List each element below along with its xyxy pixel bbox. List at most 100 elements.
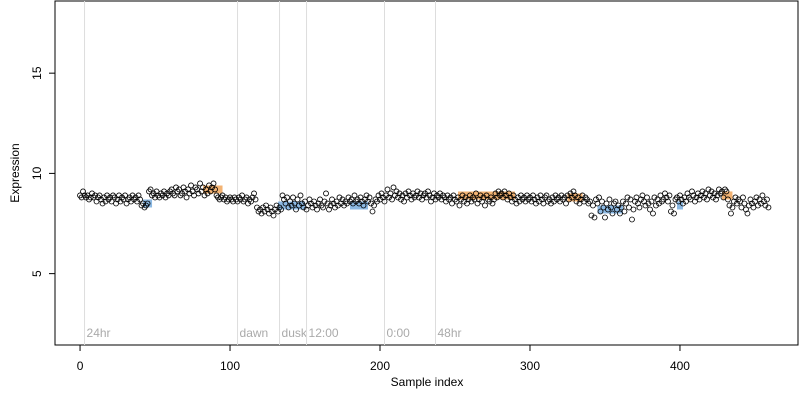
data-point (297, 192, 304, 199)
data-point (315, 200, 322, 207)
data-point (423, 194, 430, 201)
data-point (665, 198, 671, 205)
data-point (605, 206, 611, 213)
data-point (371, 202, 377, 209)
data-point (369, 208, 376, 215)
data-point (254, 204, 260, 211)
y-axis-label: Expression (8, 143, 22, 202)
data-point (344, 200, 350, 207)
data-point (437, 190, 443, 197)
data-point (374, 198, 380, 205)
data-point (548, 200, 554, 207)
annotation-label: dusk (282, 326, 308, 340)
data-point (753, 194, 760, 201)
data-point (341, 202, 347, 209)
data-point (602, 214, 608, 221)
data-point (116, 192, 122, 199)
data-point (759, 192, 766, 199)
data-point (663, 194, 670, 201)
data-point (572, 192, 578, 199)
data-point (324, 200, 331, 207)
data-point (680, 200, 686, 207)
data-point (479, 198, 485, 205)
data-point (491, 196, 497, 203)
data-point (147, 186, 154, 193)
data-point (222, 194, 229, 201)
data-point (380, 194, 386, 201)
data-point (366, 194, 373, 201)
data-point (656, 200, 662, 207)
data-point (336, 194, 343, 201)
data-point (288, 202, 295, 209)
data-point (120, 196, 127, 203)
data-point (543, 192, 550, 199)
data-point (360, 202, 367, 209)
data-point (642, 202, 649, 209)
data-point (401, 198, 407, 205)
data-point (645, 200, 652, 207)
data-point (701, 194, 707, 201)
data-point (620, 198, 626, 205)
data-point (552, 192, 559, 199)
y-tick-label: 5 (30, 270, 44, 277)
data-point (365, 198, 371, 205)
data-point (335, 202, 341, 209)
data-point (669, 202, 676, 209)
data-point (197, 180, 203, 187)
data-point (384, 186, 391, 193)
data-point (689, 188, 695, 195)
data-point (390, 184, 397, 191)
data-point (99, 200, 106, 207)
data-point (351, 192, 358, 199)
data-point (195, 190, 202, 197)
data-point (719, 188, 725, 195)
data-point (275, 208, 281, 215)
data-point (489, 200, 496, 207)
data-point (471, 196, 478, 203)
data-point (467, 192, 473, 199)
data-point (728, 210, 734, 217)
data-point (563, 200, 569, 207)
data-point (92, 192, 98, 199)
data-point (666, 192, 673, 199)
annotation-label: 12:00 (309, 326, 339, 340)
data-point (723, 188, 730, 195)
data-point (339, 196, 346, 203)
data-point (591, 214, 598, 221)
data-point (765, 204, 772, 211)
data-point (332, 204, 338, 211)
data-point (89, 190, 95, 197)
data-point (764, 196, 770, 203)
x-tick-label: 100 (220, 359, 240, 373)
data-point (522, 198, 529, 205)
data-point (629, 216, 635, 223)
data-point (320, 204, 326, 211)
data-point (593, 196, 599, 203)
data-point (516, 198, 523, 205)
data-point (398, 196, 404, 203)
data-point (636, 204, 643, 211)
data-point (243, 194, 250, 201)
data-point (609, 210, 616, 217)
data-point (425, 188, 431, 195)
data-point (635, 200, 641, 207)
data-point (495, 188, 502, 195)
annotation-label: dawn (240, 326, 269, 340)
data-point (477, 192, 484, 199)
data-point (653, 202, 659, 209)
data-point (183, 194, 190, 201)
data-point (200, 184, 206, 191)
x-tick-label: 400 (670, 359, 690, 373)
data-point (579, 192, 586, 199)
data-point (566, 196, 572, 203)
data-point (251, 190, 257, 197)
data-point (219, 192, 226, 199)
data-point (630, 206, 637, 213)
data-point (144, 200, 151, 207)
data-point (201, 192, 208, 199)
data-point (314, 206, 320, 213)
data-point (488, 194, 494, 201)
data-point (588, 212, 595, 219)
data-point (713, 196, 719, 203)
